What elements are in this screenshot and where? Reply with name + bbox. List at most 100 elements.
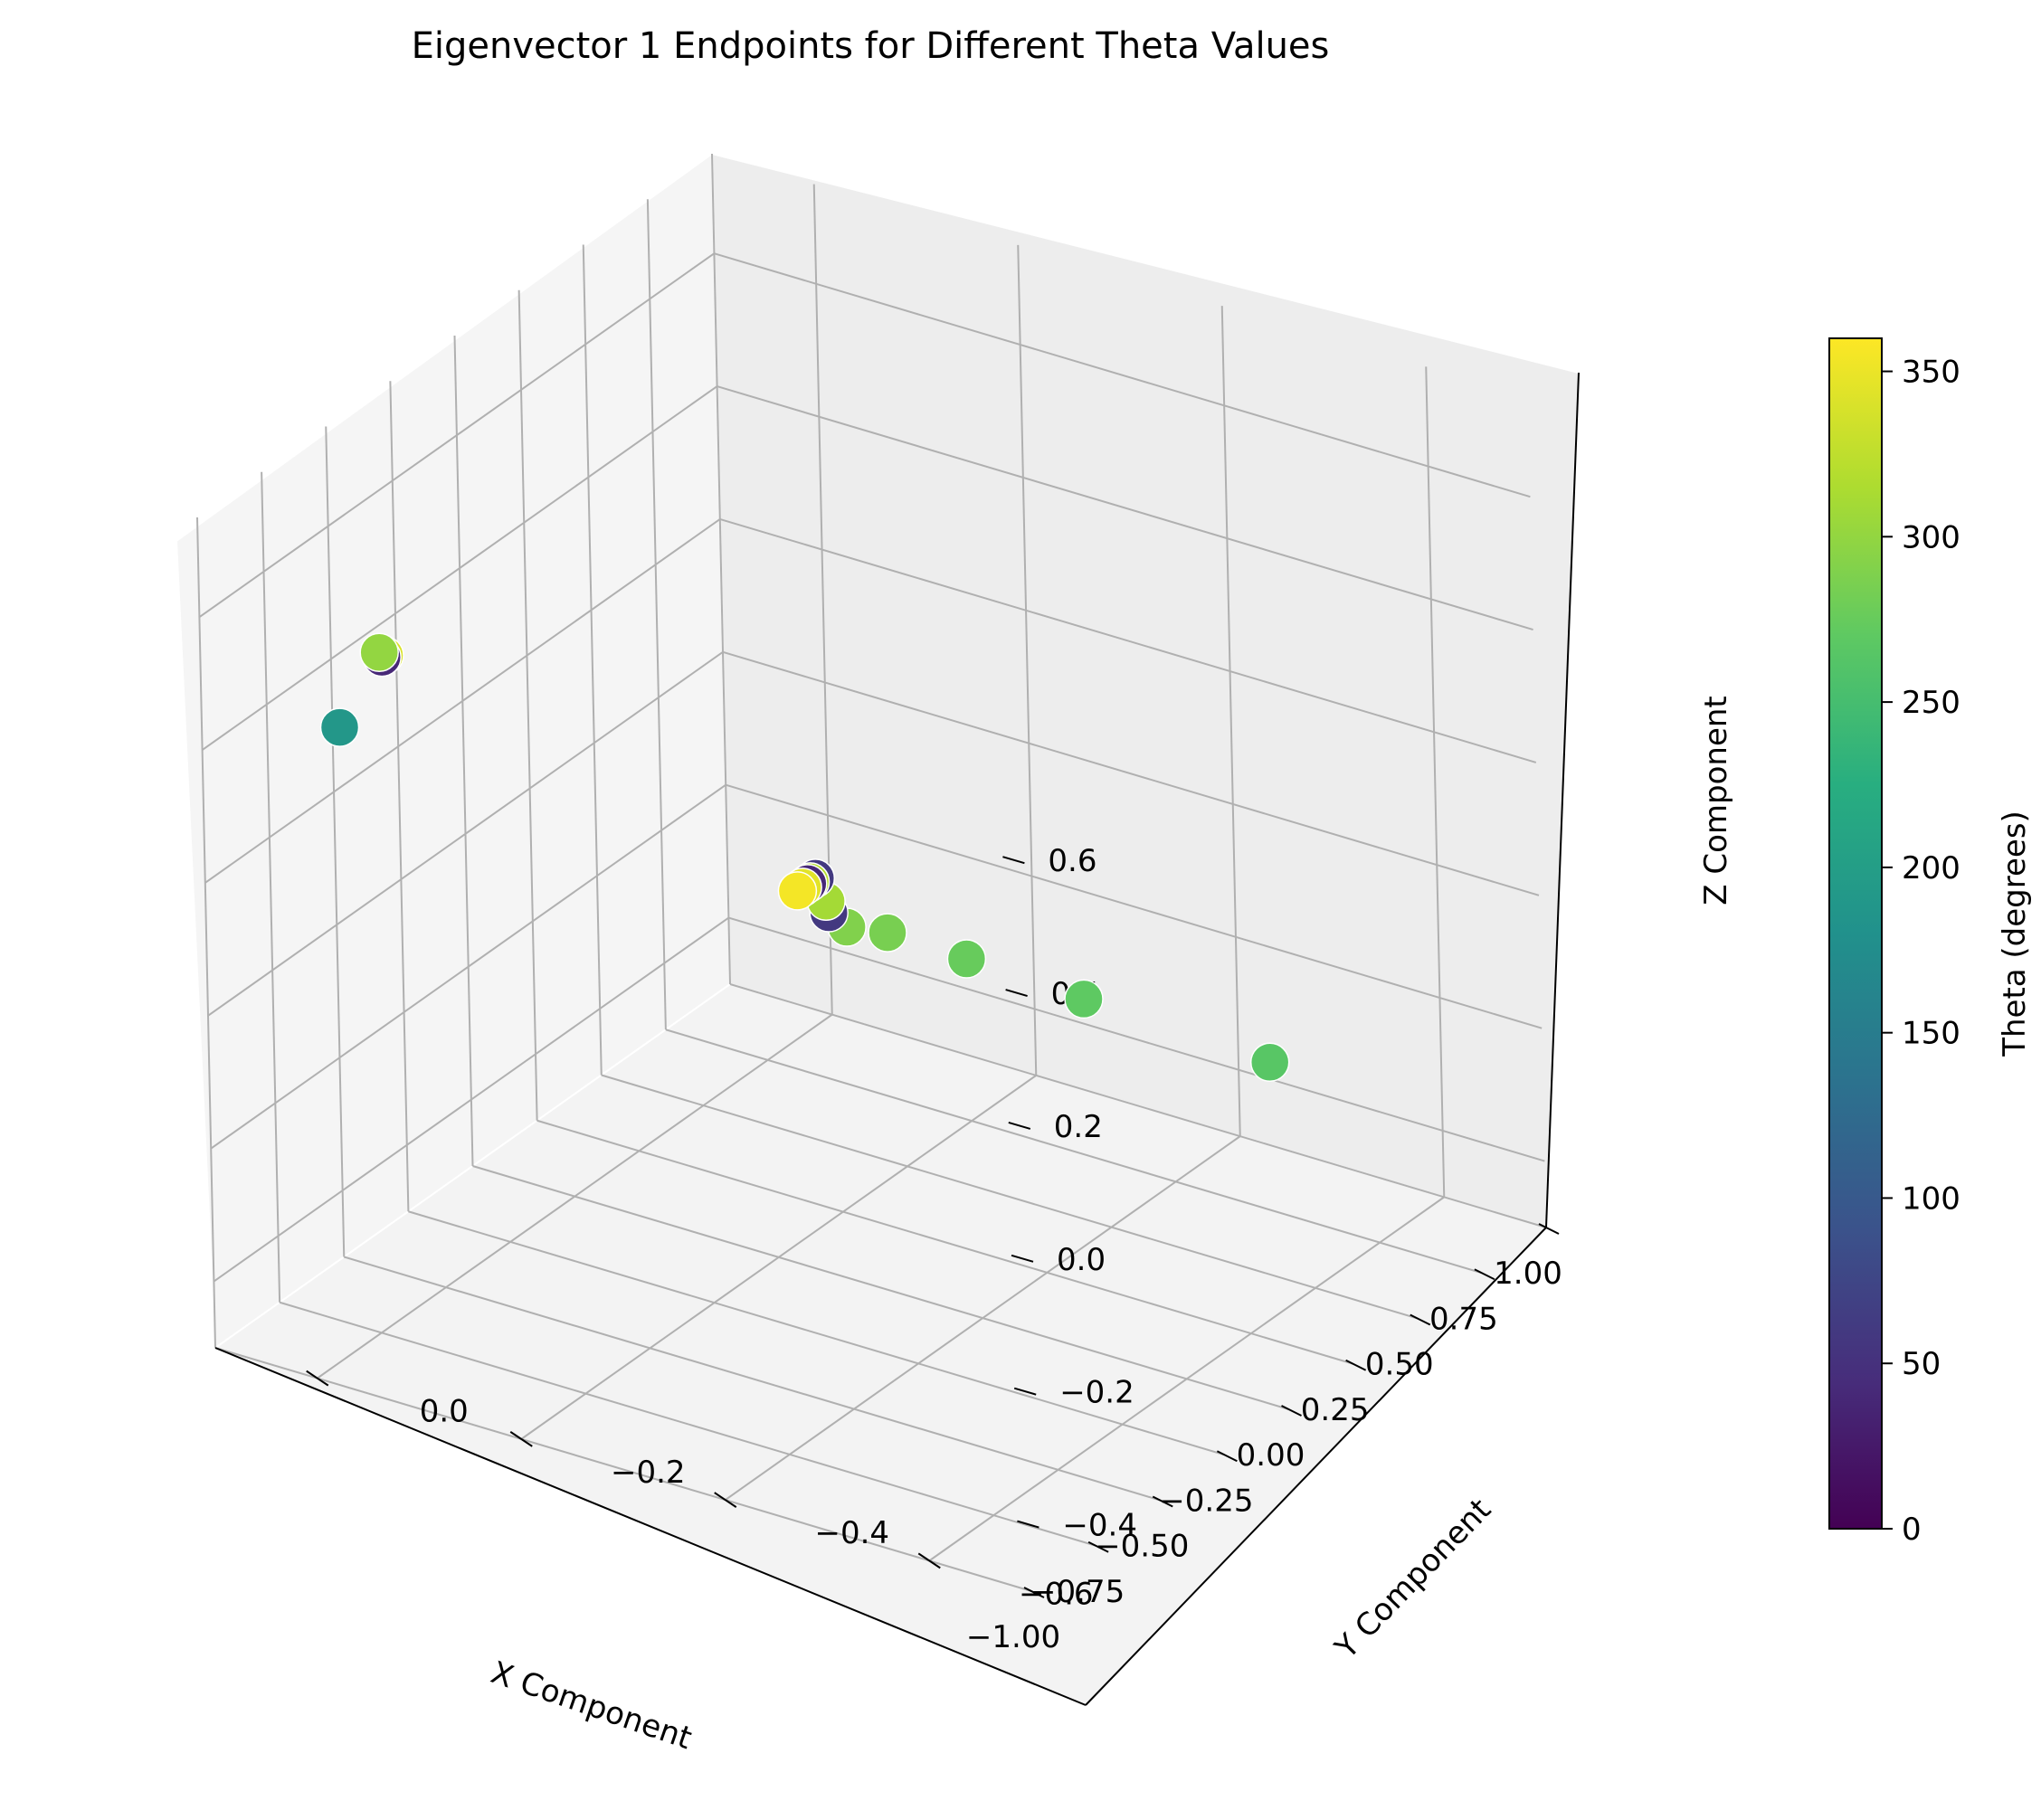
colorbar-tick-label: 350 <box>1902 355 1960 391</box>
y-gridline <box>1425 366 1446 1198</box>
y-tick-mark <box>917 1552 941 1569</box>
y-gridline <box>520 1075 1037 1440</box>
axis-lines <box>214 372 1580 1706</box>
z-gridline <box>198 252 715 618</box>
z-gridline <box>207 650 724 1017</box>
x-gridline <box>279 1301 1096 1547</box>
x-axis-ticks: −1.00 −0.75 −0.50 −0.25 0.00 0.25 0.50 0.75 1.00 <box>966 1223 1562 1655</box>
x-tick-mark <box>1538 1223 1560 1235</box>
x-gridline <box>646 199 667 1030</box>
x-gridline <box>408 1210 1225 1456</box>
y-axis-label: Y Component <box>1327 1492 1498 1666</box>
x-tick-label: 0.75 <box>1429 1301 1498 1337</box>
x-tick-mark <box>1410 1313 1431 1326</box>
x-gridline <box>343 1256 1161 1502</box>
z-tick-label: 0.2 <box>1054 1109 1103 1145</box>
z-tick-mark <box>1008 1121 1031 1130</box>
y-gridline <box>1017 244 1038 1076</box>
z-tick-mark <box>1017 1520 1039 1529</box>
colorbar: 0 50 100 150 200 250 300 350 Theta (degrees) <box>1828 337 2033 1548</box>
colorbar-tick-label: 100 <box>1902 1180 1960 1217</box>
data-point <box>1064 979 1104 1019</box>
y-gridline <box>317 1013 833 1379</box>
z-gridline <box>714 252 1531 498</box>
data-point <box>946 939 987 979</box>
x-gridline <box>517 289 538 1121</box>
z-gridline <box>204 518 721 884</box>
x-axis-line <box>214 1347 1087 1706</box>
data-point <box>1249 1042 1290 1083</box>
x-gridline <box>472 1165 1289 1410</box>
z-gridline <box>719 517 1537 763</box>
x-gridline <box>389 381 410 1212</box>
x-tick-label: −0.50 <box>1095 1529 1189 1565</box>
y-gridline <box>725 1135 1241 1501</box>
z-gridline <box>202 385 718 751</box>
data-point <box>319 707 360 747</box>
x-gridline <box>601 1074 1419 1320</box>
x-tick-mark <box>1281 1405 1302 1417</box>
z-gridline <box>717 385 1533 630</box>
colorbar-ticks: 0 50 100 150 200 250 300 350 <box>1882 355 1960 1548</box>
y-tick-label: −0.6 <box>1019 1576 1094 1612</box>
x-tick-label: 0.50 <box>1365 1347 1434 1383</box>
x-tick-mark <box>1023 1587 1045 1598</box>
z-tick-label: 0.6 <box>1048 843 1096 879</box>
z-gridline <box>210 783 726 1150</box>
z-tick-mark <box>1011 1254 1034 1263</box>
z-tick-label: −0.2 <box>1059 1375 1134 1411</box>
z-tick-label: 0.0 <box>1057 1242 1106 1278</box>
x-tick-label: −0.75 <box>1030 1574 1125 1610</box>
x-axis-label: X Component <box>487 1654 697 1757</box>
colorbar-tick-label: 200 <box>1902 850 1960 886</box>
y-tick-mark <box>714 1492 737 1508</box>
y-tick-mark <box>306 1370 329 1387</box>
z-gridline <box>725 783 1543 1029</box>
y-tick-label: −0.4 <box>814 1515 889 1551</box>
z-axis-label: Z Component <box>1698 696 1734 905</box>
z-axis-line <box>1545 372 1580 1228</box>
z-gridline <box>728 916 1545 1162</box>
y-gridline <box>928 1196 1445 1562</box>
x-gridline <box>214 1347 1032 1592</box>
data-point <box>359 632 399 673</box>
x-gridline <box>536 1119 1353 1365</box>
x-tick-mark <box>1474 1268 1495 1281</box>
y-tick-mark <box>509 1431 533 1447</box>
x-gridline <box>196 517 216 1349</box>
x-tick-label: 0.25 <box>1301 1392 1370 1428</box>
z-tick-label: −0.4 <box>1062 1508 1137 1544</box>
colorbar-gradient <box>1828 337 1883 1530</box>
colorbar-tick-label: 150 <box>1902 1016 1960 1052</box>
x-gridline <box>325 426 346 1257</box>
y-axis-line <box>1085 1227 1547 1706</box>
grid-lines <box>196 153 1547 1592</box>
x-tick-label: 0.00 <box>1237 1437 1305 1474</box>
x-tick-mark <box>1345 1359 1367 1371</box>
colorbar-tick-label: 250 <box>1902 685 1960 721</box>
y-tick-label: −0.2 <box>611 1455 686 1491</box>
data-point <box>868 913 907 953</box>
z-tick-mark <box>1002 856 1025 865</box>
x-tick-mark <box>1152 1495 1173 1508</box>
x-tick-label: 1.00 <box>1494 1256 1562 1292</box>
x-gridline <box>665 1028 1483 1275</box>
x-tick-label: −0.25 <box>1159 1483 1253 1519</box>
z-gridline <box>722 650 1540 896</box>
z-tick-mark <box>1005 989 1028 998</box>
chart-title: Eigenvector 1 Endpoints for Different Th… <box>412 25 1330 67</box>
colorbar-tick-label: 50 <box>1902 1346 1941 1382</box>
axes-panes <box>175 152 1581 1707</box>
colorbar-label: Theta (degrees) <box>1997 810 2033 1057</box>
data-point <box>777 871 818 911</box>
x-gridline <box>711 153 731 985</box>
x-gridline <box>729 983 1547 1228</box>
x-tick-mark <box>1216 1450 1238 1463</box>
y-gridline <box>1220 306 1241 1137</box>
y-tick-label: 0.0 <box>420 1394 469 1430</box>
x-gridline <box>453 335 474 1167</box>
z-gridline <box>213 916 729 1283</box>
y-axis-ticks: −0.6 −0.4 −0.2 0.0 <box>306 1370 1094 1612</box>
